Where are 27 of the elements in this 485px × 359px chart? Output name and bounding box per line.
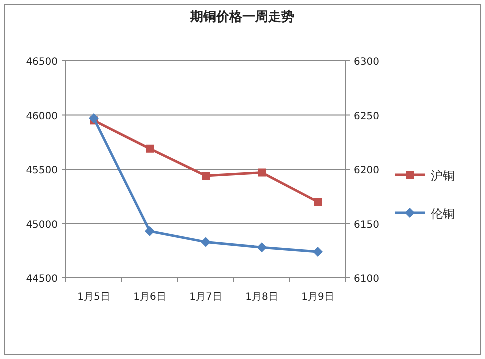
x-tick-label: 1月7日	[190, 292, 222, 303]
y-tick-label: 46500	[26, 57, 58, 68]
y2-tick-label: 6200	[354, 166, 380, 176]
point	[314, 198, 322, 206]
x-tick-label: 1月8日	[246, 292, 278, 303]
x-tick-label: 1月5日	[78, 292, 110, 303]
legend-label: 沪铜	[431, 169, 455, 183]
chart-title: 期铜价格一周走势	[190, 9, 294, 25]
point	[313, 246, 323, 257]
point	[146, 144, 154, 153]
point	[258, 168, 266, 177]
y-tick-label: 45500	[26, 166, 58, 176]
point	[201, 237, 211, 248]
x-tick-label: 1月9日	[302, 292, 334, 303]
point	[89, 114, 99, 124]
y2-tick-label: 6250	[354, 111, 380, 122]
point	[257, 242, 267, 253]
y2-tick-label: 6100	[354, 274, 380, 285]
point	[145, 226, 155, 236]
y-tick-label: 45000	[26, 220, 58, 231]
x-tick-label: 1月6日	[134, 292, 166, 303]
y-tick-label: 44500	[26, 274, 58, 285]
y2-tick-label: 6150	[354, 220, 380, 231]
legend-label: 伦铜	[431, 207, 455, 221]
point	[202, 172, 210, 180]
y2-tick-label: 6300	[354, 57, 380, 68]
y-tick-label: 46000	[26, 111, 58, 122]
